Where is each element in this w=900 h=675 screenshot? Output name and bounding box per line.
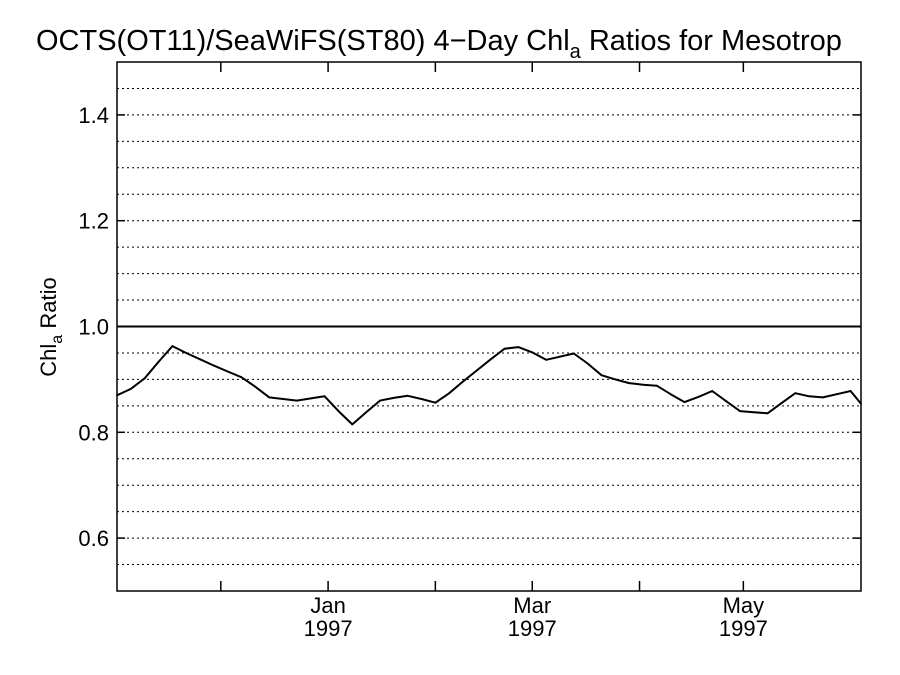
data-point (476, 369, 478, 372)
data-point (822, 396, 824, 399)
gridlines (117, 87, 861, 566)
data-point (517, 346, 520, 348)
data-point (309, 397, 312, 400)
data-point (157, 361, 160, 363)
data-point (129, 388, 132, 390)
data-point (766, 412, 769, 415)
data-point (199, 358, 202, 361)
data-point (282, 398, 284, 400)
data-point (379, 399, 381, 402)
data-point (545, 358, 547, 361)
series-points (116, 345, 862, 426)
x-tick-label-month: Mar (513, 593, 551, 618)
x-tick-label-month: May (723, 593, 765, 618)
series-line (116, 345, 862, 426)
data-point (794, 392, 797, 395)
data-point (296, 399, 298, 402)
y-axis-label-suffix: Ratio (36, 277, 61, 334)
data-point (614, 378, 617, 381)
x-tick-label-year: 1997 (304, 616, 353, 641)
chart-title: OCTS(OT11)/SeaWiFS(ST80) 4−Day Chla Rati… (36, 25, 842, 63)
y-axis-label-subscript: a (49, 335, 66, 344)
data-point (406, 394, 409, 397)
data-point (434, 401, 437, 404)
data-point (420, 398, 423, 400)
data-point (586, 362, 589, 365)
data-point (683, 401, 686, 403)
data-point (351, 423, 354, 426)
y-axis: 0.6 0.8 1.0 1.2 1.4 (78, 103, 861, 551)
y-tick-label: 1.4 (78, 103, 109, 128)
data-point (337, 410, 340, 412)
data-point (697, 396, 700, 398)
data-point (392, 397, 395, 399)
data-point (143, 377, 146, 380)
chart-title-main: OCTS(OT11)/SeaWiFS(ST80) 4−Day Chl (36, 25, 570, 57)
x-tick-label-month: Jan (310, 593, 345, 618)
data-point (711, 390, 714, 392)
data-point (185, 352, 188, 354)
data-point (226, 370, 229, 373)
data-point (462, 380, 464, 383)
y-tick-label: 1.0 (78, 315, 109, 340)
y-tick-label: 0.8 (78, 420, 109, 445)
data-point (503, 347, 506, 350)
data-point (725, 400, 727, 402)
data-point (808, 395, 810, 398)
data-point (739, 410, 741, 412)
x-tick-label-year: 1997 (508, 616, 557, 641)
data-point (849, 390, 852, 392)
chart-title-subscript: a (570, 41, 582, 63)
data-point (642, 383, 644, 386)
data-point (531, 351, 534, 354)
data-point (559, 355, 561, 358)
data-point (323, 395, 326, 398)
data-point (254, 385, 257, 388)
data-point (835, 393, 838, 396)
data-point (600, 374, 603, 377)
data-point (240, 376, 243, 379)
data-point (448, 392, 451, 395)
data-point (655, 384, 658, 387)
y-tick-label: 0.6 (78, 526, 109, 551)
chart-title-suffix: Ratios for Mesotrop (581, 25, 842, 57)
data-point (365, 411, 368, 414)
data-point (669, 393, 672, 396)
x-tick-label-year: 1997 (719, 616, 768, 641)
data-point (268, 396, 271, 399)
data-point (752, 411, 755, 414)
y-axis-label: Chla Ratio (36, 277, 66, 376)
data-point (572, 352, 575, 355)
data-point (213, 364, 215, 367)
data-point (171, 345, 174, 347)
data-point (628, 382, 630, 384)
y-tick-label: 1.2 (78, 209, 109, 234)
data-point (780, 402, 783, 405)
data-point (489, 358, 492, 361)
y-axis-label-main: Chl (36, 344, 61, 377)
